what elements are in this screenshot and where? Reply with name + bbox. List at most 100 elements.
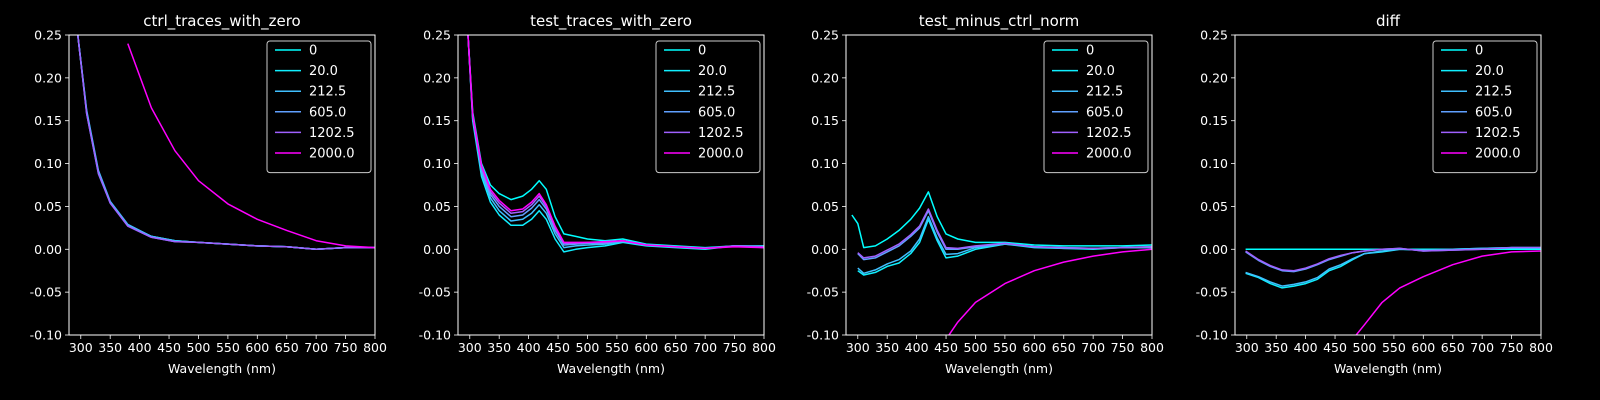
x-tick-label: 350 xyxy=(98,340,122,355)
legend: 0 20.0 212.5 605.0 1202.5 2000.0 xyxy=(1043,40,1149,174)
x-tick-label: 500 xyxy=(1353,340,1377,355)
x-tick-label: 400 xyxy=(1294,340,1318,355)
axes-frame xyxy=(845,34,1153,336)
x-tick-label: 550 xyxy=(993,340,1017,355)
y-tick-label: -0.10 xyxy=(30,328,62,343)
x-tick-label: 500 xyxy=(187,340,211,355)
chart-panel: ctrl_traces_with_zero 300 350 400 450 500 550 6… xyxy=(30,12,387,376)
x-axis-label: Wavelength (nm) xyxy=(945,361,1053,376)
y-tick-label: -0.10 xyxy=(1196,328,1228,343)
series-line xyxy=(857,208,1152,259)
legend-frame xyxy=(655,40,761,174)
series-line xyxy=(467,35,764,249)
x-tick-label: 300 xyxy=(846,340,870,355)
legend-label: 20.0 xyxy=(309,64,338,79)
series-group xyxy=(1245,246,1541,335)
x-tick-label: 350 xyxy=(487,340,511,355)
x-tick-label: 450 xyxy=(157,340,181,355)
series-line xyxy=(1245,246,1541,287)
y-tick-label: -0.05 xyxy=(30,285,62,300)
y-tick-label: 0.15 xyxy=(1200,113,1228,128)
x-tick-label: 700 xyxy=(693,340,717,355)
y-tick-label: 0.10 xyxy=(423,156,451,171)
x-tick-label: 750 xyxy=(1500,340,1524,355)
x-tick-label: 400 xyxy=(517,340,541,355)
legend-label: 20.0 xyxy=(1475,64,1504,79)
legend-label: 605.0 xyxy=(309,105,346,120)
axes-frame xyxy=(457,34,765,336)
legend-label: 212.5 xyxy=(1475,85,1512,100)
legend-label: 2000.0 xyxy=(1475,147,1521,162)
chart-panel: test_traces_with_zero 300 350 400 450 500 550 6… xyxy=(419,12,776,376)
series-line xyxy=(467,35,764,253)
series-line xyxy=(77,35,375,251)
legend-label: 605.0 xyxy=(1086,105,1123,120)
x-tick-label: 750 xyxy=(723,340,747,355)
y-tick-label: 0.25 xyxy=(423,28,451,43)
legend-label: 1202.5 xyxy=(1086,126,1132,141)
y-tick-label: 0.10 xyxy=(811,156,839,171)
x-axis-label: Wavelength (nm) xyxy=(557,361,665,376)
legend-label: 2000.0 xyxy=(309,147,355,162)
legend-label: 0 xyxy=(1475,44,1483,59)
x-tick-label: 700 xyxy=(304,340,328,355)
x-tick-label: 600 xyxy=(634,340,658,355)
legend-label: 2000.0 xyxy=(698,147,744,162)
legend-frame xyxy=(266,40,372,174)
legend: 0 20.0 212.5 605.0 1202.5 2000.0 xyxy=(266,40,372,174)
legend-label: 1202.5 xyxy=(309,126,355,141)
y-tick-label: -0.05 xyxy=(1196,285,1228,300)
chart-title: test_minus_ctrl_norm xyxy=(919,12,1080,31)
y-tick-label: 0.25 xyxy=(1200,28,1228,43)
x-tick-label: 700 xyxy=(1470,340,1494,355)
y-tick-label: 0.00 xyxy=(1200,242,1228,257)
y-tick-label: 0.10 xyxy=(1200,156,1228,171)
x-tick-label: 300 xyxy=(458,340,482,355)
y-tick-label: 0.25 xyxy=(811,28,839,43)
series-line xyxy=(851,191,1152,249)
legend-label: 0 xyxy=(1086,44,1094,59)
series-line xyxy=(467,35,764,250)
x-tick-label: 650 xyxy=(1052,340,1076,355)
y-tick-label: -0.05 xyxy=(807,285,839,300)
legend: 0 20.0 212.5 605.0 1202.5 2000.0 xyxy=(1432,40,1538,174)
y-tick-label: 0.15 xyxy=(34,113,62,128)
y-tick-label: -0.10 xyxy=(419,328,451,343)
x-tick-label: 800 xyxy=(1140,340,1164,355)
x-tick-label: 350 xyxy=(1264,340,1288,355)
x-tick-label: 600 xyxy=(1022,340,1046,355)
legend-label: 212.5 xyxy=(698,85,735,100)
legend-label: 1202.5 xyxy=(698,126,744,141)
x-tick-label: 600 xyxy=(245,340,269,355)
legend-label: 1202.5 xyxy=(1475,126,1521,141)
y-tick-label: 0.05 xyxy=(1200,199,1228,214)
y-tick-label: -0.05 xyxy=(419,285,451,300)
legend-label: 605.0 xyxy=(1475,105,1512,120)
x-tick-label: 750 xyxy=(334,340,358,355)
x-tick-label: 650 xyxy=(1441,340,1465,355)
legend-frame xyxy=(1043,40,1149,174)
y-tick-label: 0.05 xyxy=(423,199,451,214)
series-line xyxy=(127,43,375,249)
x-tick-label: 300 xyxy=(69,340,93,355)
x-tick-label: 300 xyxy=(1235,340,1259,355)
legend-frame xyxy=(1432,40,1538,174)
legend-label: 20.0 xyxy=(698,64,727,79)
x-tick-label: 500 xyxy=(964,340,988,355)
legend-label: 2000.0 xyxy=(1086,147,1132,162)
y-tick-label: -0.10 xyxy=(807,328,839,343)
x-axis-label: Wavelength (nm) xyxy=(1334,361,1442,376)
y-tick-label: 0.20 xyxy=(34,70,62,85)
chart-panel: test_minus_ctrl_norm 300 350 400 450 500 550 60… xyxy=(807,12,1164,376)
x-tick-label: 500 xyxy=(576,340,600,355)
x-tick-label: 400 xyxy=(128,340,152,355)
y-tick-label: 0.00 xyxy=(811,242,839,257)
series-line xyxy=(857,209,1152,261)
legend-label: 212.5 xyxy=(1086,85,1123,100)
series-line xyxy=(1245,246,1541,272)
legend-label: 20.0 xyxy=(1086,64,1115,79)
chart-title: test_traces_with_zero xyxy=(530,12,692,31)
y-tick-label: 0.20 xyxy=(1200,70,1228,85)
series-line xyxy=(1245,246,1541,273)
